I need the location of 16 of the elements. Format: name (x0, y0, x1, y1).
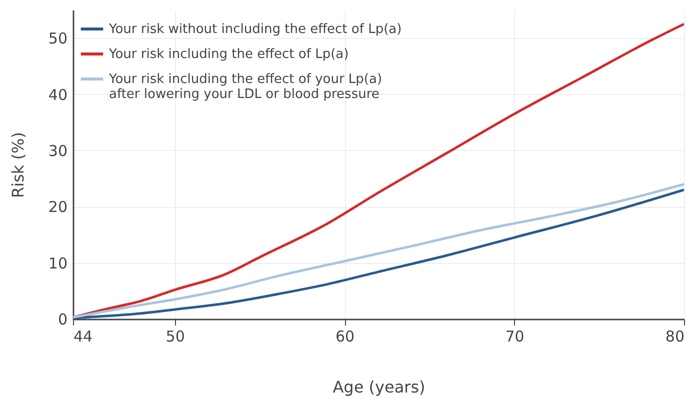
legend-label: Your risk without including the effect of Lp(a) (108, 22, 402, 37)
legend-label: Your risk including the effect of your Lp(a) after lowering your LDL or blood pressure (108, 72, 382, 102)
y-tick-label: 50 (48, 30, 68, 48)
y-tick-label: 40 (48, 86, 68, 104)
y-tick-label: 0 (58, 310, 68, 328)
x-axis-title: Age (years) (332, 378, 426, 396)
x-tick-label: 80 (665, 328, 684, 346)
x-tick-label: 70 (505, 328, 524, 346)
x-tick-label: 50 (166, 328, 185, 346)
y-tick-label: 30 (48, 142, 68, 160)
x-tick-label: 60 (336, 328, 355, 346)
y-tick-label: 20 (48, 198, 68, 216)
legend-label: Your risk including the effect of Lp(a) (108, 47, 349, 62)
y-axis-title: Risk (%) (8, 132, 28, 198)
y-tick-label: 10 (48, 254, 68, 272)
x-tick-label: 44 (74, 328, 93, 346)
